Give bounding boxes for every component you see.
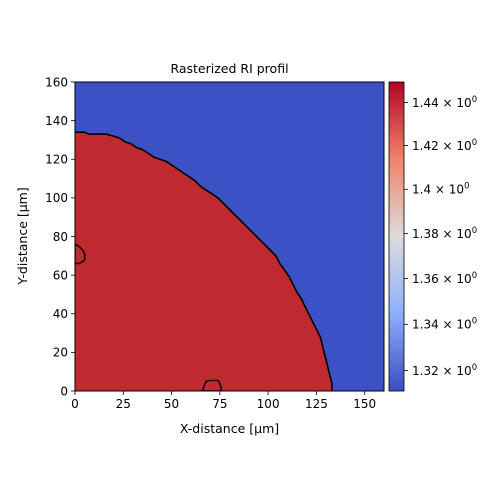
high-index-island bbox=[202, 380, 222, 391]
x-tick-label: 100 bbox=[257, 397, 280, 411]
colorbar-tick-label: 1.44 × 100 bbox=[412, 95, 477, 110]
colorbar-tick-label: 1.42 × 100 bbox=[412, 138, 477, 153]
colorbar: 1.32 × 100 1.34 × 100 1.36 × 100 1.38 × 100… bbox=[388, 81, 477, 392]
x-tick-label: 150 bbox=[353, 397, 376, 411]
y-axis: 0 20 40 60 80 100 120 140 160 bbox=[45, 75, 75, 398]
colorbar-tick-label: 1.34 × 100 bbox=[412, 317, 477, 332]
plot-area bbox=[75, 82, 384, 391]
y-tick-label: 80 bbox=[53, 230, 68, 244]
y-tick-label: 0 bbox=[60, 384, 68, 398]
y-tick-label: 160 bbox=[45, 75, 68, 89]
y-tick-label: 60 bbox=[53, 268, 68, 282]
x-tick-label: 0 bbox=[71, 397, 79, 411]
colorbar-tick-label: 1.4 × 100 bbox=[412, 182, 469, 197]
colorbar-ticks: 1.32 × 100 1.34 × 100 1.36 × 100 1.38 × 100… bbox=[404, 95, 477, 378]
island-contour bbox=[201, 379, 223, 391]
x-axis: 0 25 50 75 100 125 150 bbox=[71, 391, 376, 411]
colorbar-tick-label: 1.32 × 100 bbox=[412, 363, 477, 378]
island-contour bbox=[75, 243, 86, 265]
high-index-island bbox=[75, 244, 85, 264]
x-tick-label: 50 bbox=[164, 397, 179, 411]
colorbar-tick-label: 1.38 × 100 bbox=[412, 226, 477, 241]
x-tick-label: 25 bbox=[116, 397, 131, 411]
y-tick-label: 40 bbox=[53, 307, 68, 321]
high-index-region bbox=[75, 132, 332, 391]
chart-title: Rasterized RI profil bbox=[170, 61, 288, 76]
y-tick-label: 20 bbox=[53, 346, 68, 360]
x-axis-label: X-distance [μm] bbox=[180, 421, 279, 436]
y-tick-label: 100 bbox=[45, 191, 68, 205]
y-tick-label: 120 bbox=[45, 153, 68, 167]
colorbar-tick-label: 1.36 × 100 bbox=[412, 271, 477, 286]
y-tick-label: 140 bbox=[45, 114, 68, 128]
x-tick-label: 125 bbox=[305, 397, 328, 411]
boundary-contour bbox=[75, 131, 333, 391]
x-tick-label: 75 bbox=[212, 397, 227, 411]
colorbar-scale bbox=[388, 81, 405, 392]
y-axis-label: Y-distance [μm] bbox=[15, 187, 30, 286]
